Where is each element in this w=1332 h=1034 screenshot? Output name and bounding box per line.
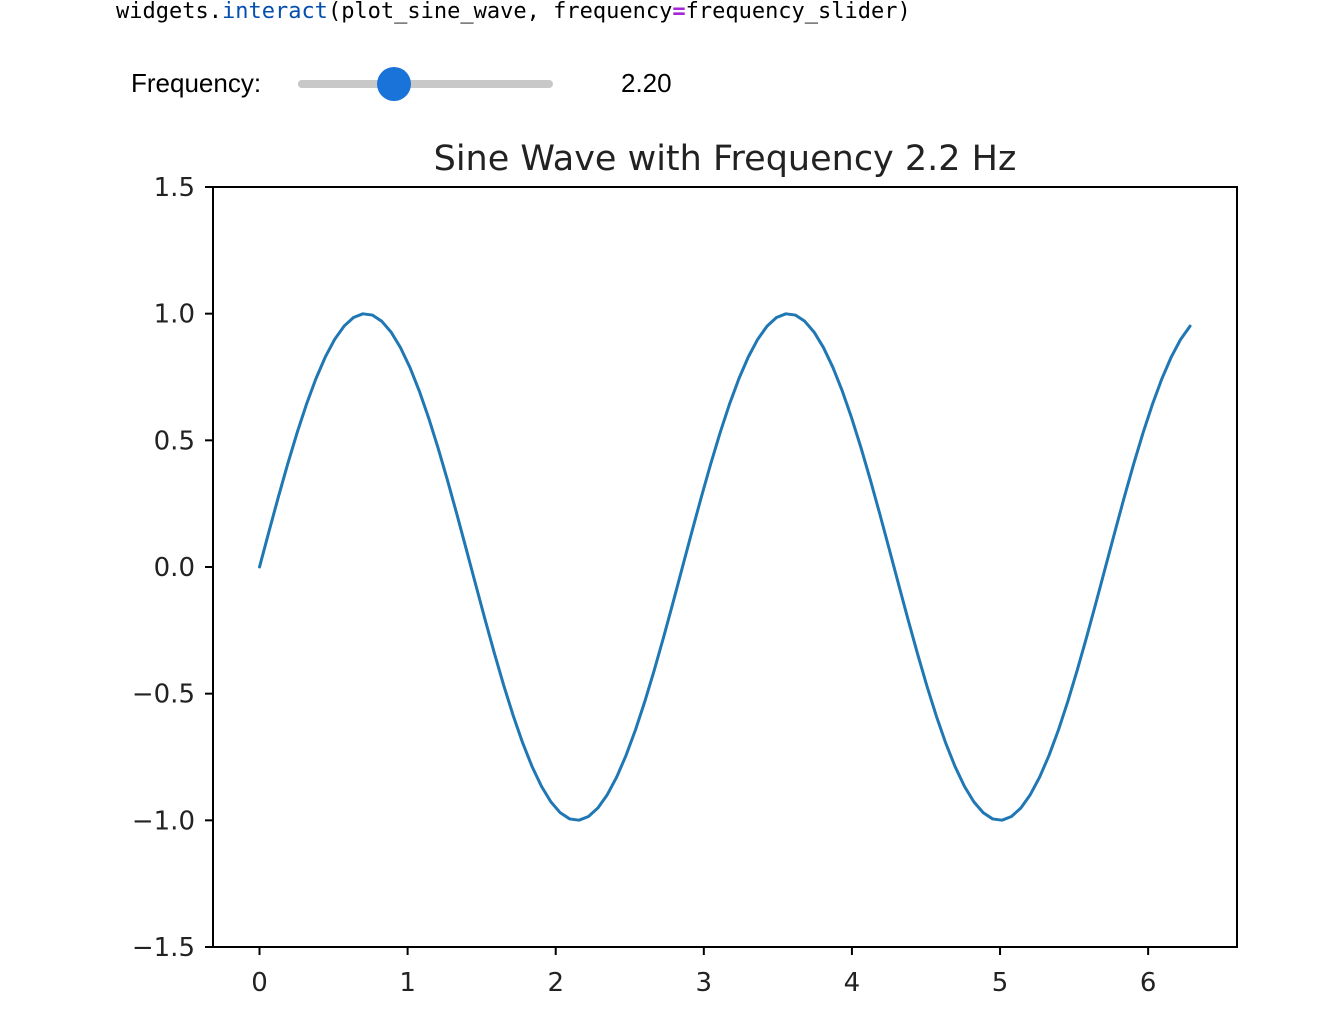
chart-title: Sine Wave with Frequency 2.2 Hz (434, 139, 1017, 179)
y-tick-label: −1.0 (132, 806, 195, 836)
slider-readout: 2.20 (621, 68, 672, 98)
y-tick-label: −0.5 (132, 680, 195, 710)
slider-track[interactable] (298, 67, 553, 101)
code-token-method: interact (221, 0, 328, 24)
series-line-0 (258, 312, 1192, 822)
x-tick-label: 4 (844, 968, 861, 998)
y-tick-label: 0.0 (154, 553, 195, 583)
y-tick-label: 1.5 (154, 173, 195, 203)
x-tick-label: 5 (992, 968, 1009, 998)
slider-label: Frequency: (131, 68, 262, 98)
plot-area: 0 1 2 3 4 5 6 1.5 1.0 0.5 0.0 −0.5 −1.0 −1.5 (132, 173, 1238, 998)
slider-thumb[interactable] (377, 67, 412, 101)
code-token-arg: plot_sine_wave (341, 0, 527, 24)
y-tick-label: 1.0 (154, 300, 195, 330)
code-token-open-paren: ( (327, 0, 342, 24)
code-token-comma: , (526, 0, 554, 24)
x-tick-label: 3 (696, 968, 713, 998)
code-token-dot: . (208, 0, 222, 24)
plot-frame (212, 186, 1238, 948)
code-token-kwarg-value: frequency_slider (685, 0, 898, 24)
x-tick-label: 6 (1140, 968, 1157, 998)
code-token-close-paren: ) (897, 0, 911, 24)
code-token-object: widgets (116, 0, 209, 24)
code-cell-line: widgets.interact(plot_sine_wave, frequen… (116, 0, 911, 27)
y-tick-label: 0.5 (154, 426, 195, 456)
x-tick-label: 2 (547, 968, 564, 998)
y-tick-label: −1.5 (132, 933, 195, 963)
x-tick-label: 0 (251, 968, 268, 998)
sine-wave-chart: Sine Wave with Frequency 2.2 Hz 0 1 2 3 4 5 6 1… (132, 139, 1238, 998)
frequency-slider-widget: Frequency: 2.20 (0, 60, 800, 110)
x-tick-label: 1 (399, 968, 416, 998)
code-token-equals: = (672, 0, 686, 24)
slider-fill (298, 80, 395, 88)
code-token-kwarg: frequency (553, 0, 673, 24)
